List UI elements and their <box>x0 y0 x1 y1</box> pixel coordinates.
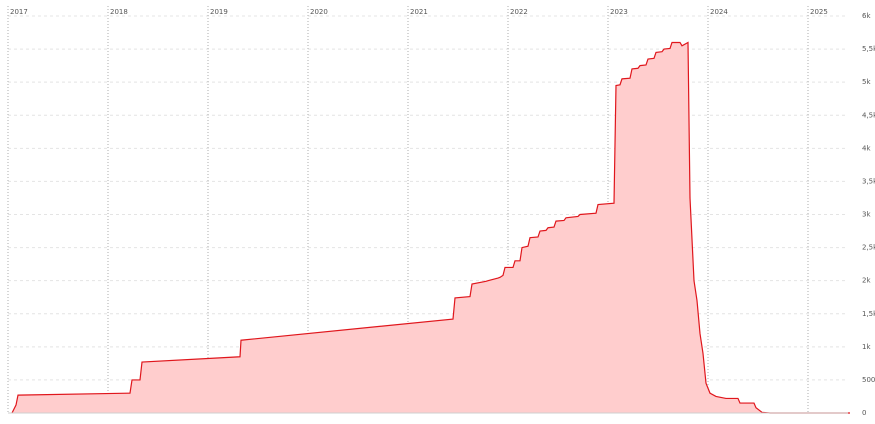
y-tick-label: 5,5k <box>862 45 875 53</box>
y-tick-label: 4,5k <box>862 111 875 119</box>
y-tick-label: 1k <box>862 343 871 351</box>
x-tick-label: 2025 <box>810 8 828 16</box>
y-tick-label: 4k <box>862 144 871 152</box>
y-tick-label: 500 <box>862 376 875 384</box>
x-tick-label: 2020 <box>310 8 328 16</box>
y-tick-label: 2,5k <box>862 244 875 252</box>
x-tick-label: 2024 <box>710 8 728 16</box>
x-tick-label: 2017 <box>10 8 28 16</box>
x-tick-label: 2023 <box>610 8 628 16</box>
line <box>11 41 850 414</box>
y-tick-label: 3k <box>862 211 871 219</box>
y-tick-label: 2k <box>862 277 871 285</box>
y-tick-label: 3,5k <box>862 177 875 185</box>
x-tick-label: 2018 <box>110 8 128 16</box>
x-tick-label: 2022 <box>510 8 528 16</box>
y-tick-label: 6k <box>862 12 871 20</box>
y-tick-label: 1,5k <box>862 310 875 318</box>
y-tick-label: 5k <box>862 78 871 86</box>
x-tick-label: 2019 <box>210 8 228 16</box>
x-tick-label: 2021 <box>410 8 428 16</box>
y-tick-label: 0 <box>862 409 866 417</box>
area <box>12 42 850 413</box>
